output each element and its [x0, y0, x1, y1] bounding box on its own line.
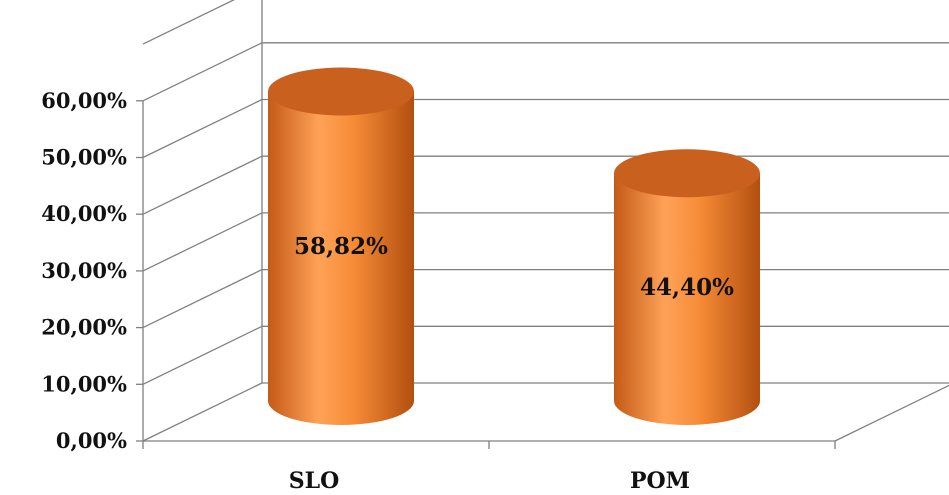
- data-label: 44,40%: [640, 274, 734, 301]
- x-category-label: SLO: [289, 468, 340, 494]
- bar-top: [614, 149, 760, 198]
- x-category-label: POM: [630, 468, 690, 494]
- y-tick-label: 50,00%: [41, 145, 127, 170]
- bar-pom: [614, 149, 760, 425]
- bar-body: [614, 173, 760, 425]
- y-tick-label: 30,00%: [41, 258, 127, 283]
- floor-right-edge: [834, 384, 949, 442]
- bar-slo: [268, 67, 414, 425]
- gridline-side: [142, 382, 263, 442]
- gridline-side: [142, 0, 235, 45]
- chart-axes: 0,00% 10,00% 20,00% 30,00% 40,00% 50,00% 60,00…: [41, 88, 836, 453]
- gridline-side: [142, 269, 263, 329]
- gridline-side: [142, 325, 263, 385]
- chart-labels: 58,82% SLO 44,40% POM: [289, 233, 734, 494]
- y-tick-label: 60,00%: [41, 88, 127, 113]
- bar-body: [268, 91, 414, 425]
- y-tick-label: 0,00%: [56, 428, 127, 453]
- gridline-side: [142, 98, 263, 159]
- chart-gridlines: [142, 0, 949, 442]
- data-label: 58,82%: [294, 233, 388, 260]
- y-tick-label: 10,00%: [41, 371, 127, 396]
- gridline-side: [142, 212, 263, 272]
- y-tick-label: 20,00%: [41, 315, 127, 340]
- y-tick-label: 40,00%: [41, 201, 127, 226]
- gridline-side: [142, 155, 263, 215]
- chart-bars: [268, 67, 760, 425]
- gridline-side: [142, 42, 263, 102]
- bar-top: [268, 67, 414, 116]
